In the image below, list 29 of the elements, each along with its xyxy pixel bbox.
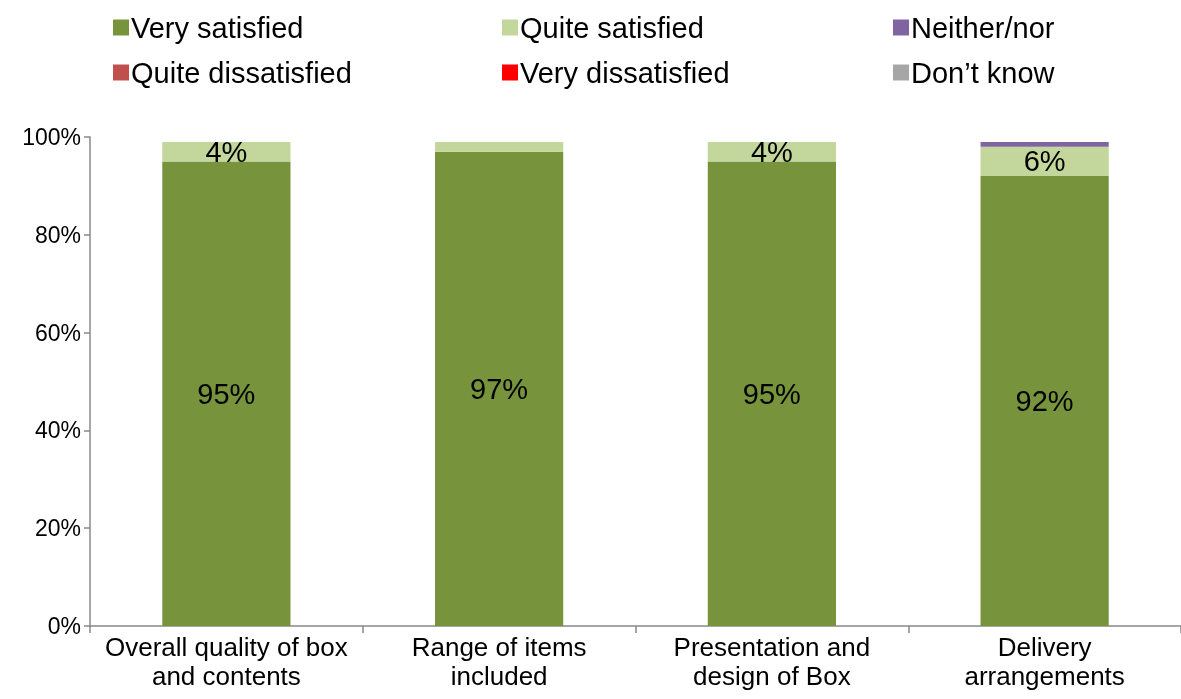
bar: [707, 161, 836, 626]
data-label: 6%: [1023, 145, 1066, 178]
bar: [980, 141, 1109, 147]
y-tick-label: 80%: [34, 221, 81, 248]
data-label: 4%: [205, 135, 248, 168]
data-label: 4%: [750, 135, 793, 168]
data-label: 95%: [197, 377, 256, 410]
y-tick-label: 0%: [47, 613, 81, 639]
bar: [435, 141, 564, 152]
legend-label: Very dissatisfied: [520, 56, 730, 89]
x-tick-label: Presentation and design of Box: [673, 631, 871, 691]
legend-label: Quite dissatisfied: [131, 56, 352, 89]
legend-label: Quite satisfied: [520, 11, 704, 44]
bar: [162, 161, 291, 626]
legend-label: Neither/nor: [911, 11, 1055, 44]
x-tick-label: Delivery arrangements: [964, 631, 1125, 691]
legend-label: Don’t know: [911, 56, 1056, 89]
legend-label: Very satisfied: [131, 11, 304, 44]
data-label: 92%: [1015, 385, 1074, 418]
y-tick-label: 60%: [34, 319, 81, 346]
y-tick-label: 20%: [34, 515, 81, 542]
data-label: 95%: [742, 377, 801, 410]
y-tick-label: 40%: [34, 417, 81, 444]
data-label: 97%: [470, 372, 529, 405]
x-tick-label: Overall quality of box and contents: [104, 631, 348, 691]
y-tick-label: 100%: [22, 124, 81, 150]
x-tick-label: Range of items included: [411, 631, 587, 691]
bar: [435, 151, 564, 626]
bar: [980, 176, 1109, 626]
